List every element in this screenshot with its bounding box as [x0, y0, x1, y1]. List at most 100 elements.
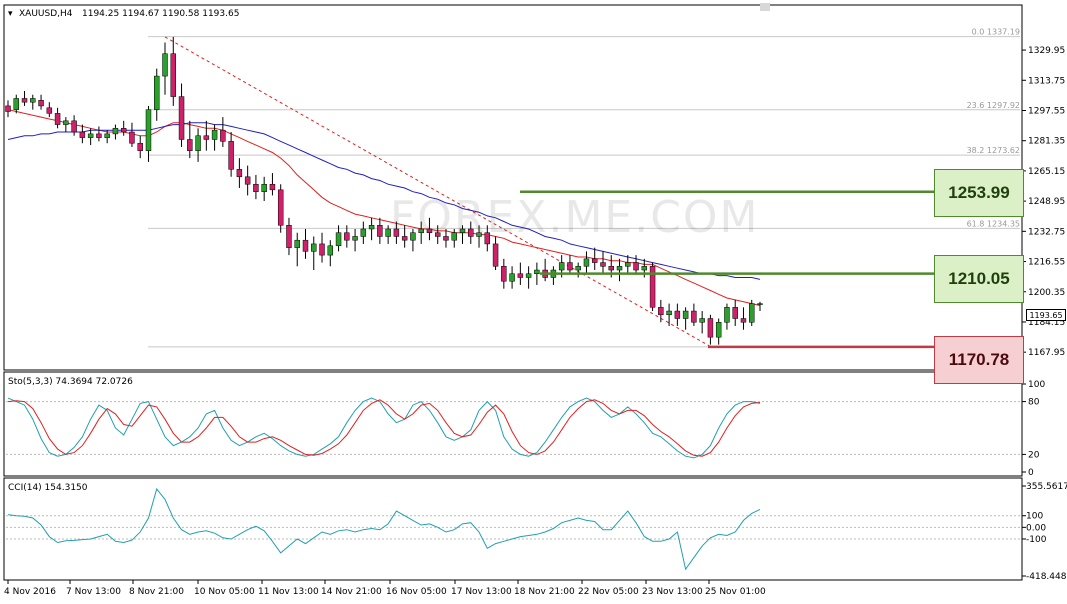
symbol-dropdown-icon[interactable]: ▾ [8, 9, 13, 19]
candle-body [154, 75, 160, 110]
candle-body [715, 321, 722, 338]
candle-body [294, 239, 300, 248]
x-tick-label: 23 Nov 13:00 [642, 587, 703, 597]
cci-y-tick-label: 355.5617 [1026, 482, 1067, 492]
candle-body [145, 109, 152, 151]
candle-body [170, 53, 177, 97]
candle-body [608, 266, 614, 271]
candle-body [220, 129, 226, 142]
candle-body [96, 133, 102, 138]
x-tick-label: 18 Nov 21:00 [514, 587, 575, 597]
candle-body [79, 131, 86, 138]
candle-body [5, 105, 11, 112]
candle-body [38, 100, 44, 107]
candle-body [699, 318, 705, 323]
candles-layer [5, 36, 763, 345]
candle-body [707, 318, 714, 338]
candle-body [517, 273, 524, 278]
candle-body [616, 266, 623, 271]
cci-y-tick-label: 0.00 [1026, 523, 1046, 533]
candle-body [418, 228, 424, 233]
candle-body [13, 98, 19, 110]
candle-body [104, 133, 110, 138]
y-tick-label: 1281.35 [1028, 137, 1065, 147]
candle-body [277, 189, 284, 226]
y-tick-label: 1265.15 [1028, 167, 1065, 177]
current-price-tag: 1193.65 [1026, 309, 1066, 321]
candle-body [360, 228, 367, 237]
candle-body [468, 228, 474, 237]
candle-body [393, 228, 400, 237]
y-tick-label: 1184.15 [1028, 318, 1065, 328]
candle-body [46, 107, 53, 114]
x-tick-label: 4 Nov 2016 [4, 587, 56, 597]
y-tick-label: 1232.75 [1028, 227, 1065, 237]
trend-line [164, 36, 711, 347]
candle-body [187, 139, 193, 151]
cci-y-tick-label: 100 [1026, 512, 1043, 522]
moving-average-slow [7, 122, 761, 280]
cci-panel-frame [3, 477, 1023, 581]
candle-body [269, 183, 276, 191]
candle-body [30, 98, 36, 103]
candle-body [501, 266, 507, 282]
candle-body [658, 307, 664, 316]
candle-body [682, 310, 689, 319]
candle-body [567, 262, 573, 271]
panel-corner-icon [760, 3, 770, 11]
candle-body [377, 225, 383, 237]
candle-body [385, 228, 391, 237]
y-tick-label: 1329.95 [1028, 46, 1065, 56]
stochastic-y-tick-label: 80 [1028, 398, 1040, 408]
candle-body [691, 310, 697, 323]
support-1-box: 1170.78 [934, 336, 1024, 384]
candle-body [525, 273, 532, 278]
resistance-1-box: 1253.99 [934, 169, 1024, 217]
candle-body [286, 225, 292, 248]
candle-body [401, 236, 408, 241]
candle-body [575, 266, 581, 271]
stochastic-main-line [7, 397, 761, 459]
candle-body [534, 269, 540, 275]
cci-title: CCI(14) 154.3150 [8, 483, 88, 493]
stochastic-title: Sto(5,3,3) 74.3694 72.0726 [8, 377, 133, 387]
stochastic-y-tick-label: 20 [1028, 450, 1040, 460]
main-panel-frame [3, 4, 1023, 371]
candle-body [732, 307, 738, 319]
candle-body [352, 236, 358, 241]
stochastic-y-tick-label: 100 [1028, 380, 1045, 390]
candle-body [244, 176, 251, 185]
candle-body [625, 262, 631, 267]
ohlc-label: 1194.25 1194.67 1190.58 1193.65 [82, 9, 239, 19]
candle-body [335, 232, 342, 247]
candle-body [724, 307, 730, 323]
x-tick-label: 8 Nov 21:00 [129, 587, 184, 597]
candle-body [327, 245, 334, 256]
candle-body [674, 310, 681, 319]
candle-body [583, 258, 590, 267]
candle-body [71, 120, 77, 133]
candle-body [757, 303, 763, 305]
candle-body [558, 262, 565, 271]
candle-body [633, 262, 639, 271]
candle-body [120, 128, 127, 133]
x-tick-label: 7 Nov 13:00 [66, 587, 121, 597]
candle-body [509, 273, 515, 282]
candle-body [211, 129, 218, 140]
candle-body [410, 232, 416, 241]
x-tick-label: 16 Nov 05:00 [386, 587, 447, 597]
candle-body [749, 303, 755, 323]
y-tick-label: 1216.55 [1028, 258, 1065, 268]
candle-body [129, 131, 135, 144]
candle-body [178, 96, 185, 140]
candle-body [740, 318, 747, 323]
candle-body [54, 113, 61, 125]
candle-body [302, 239, 309, 252]
x-tick-label: 14 Nov 21:00 [321, 587, 382, 597]
fib-label: 61.8 1234.35 [967, 219, 1020, 228]
y-tick-label: 1248.95 [1028, 197, 1065, 207]
candle-body [451, 232, 457, 241]
x-tick-label: 17 Nov 13:00 [451, 587, 512, 597]
